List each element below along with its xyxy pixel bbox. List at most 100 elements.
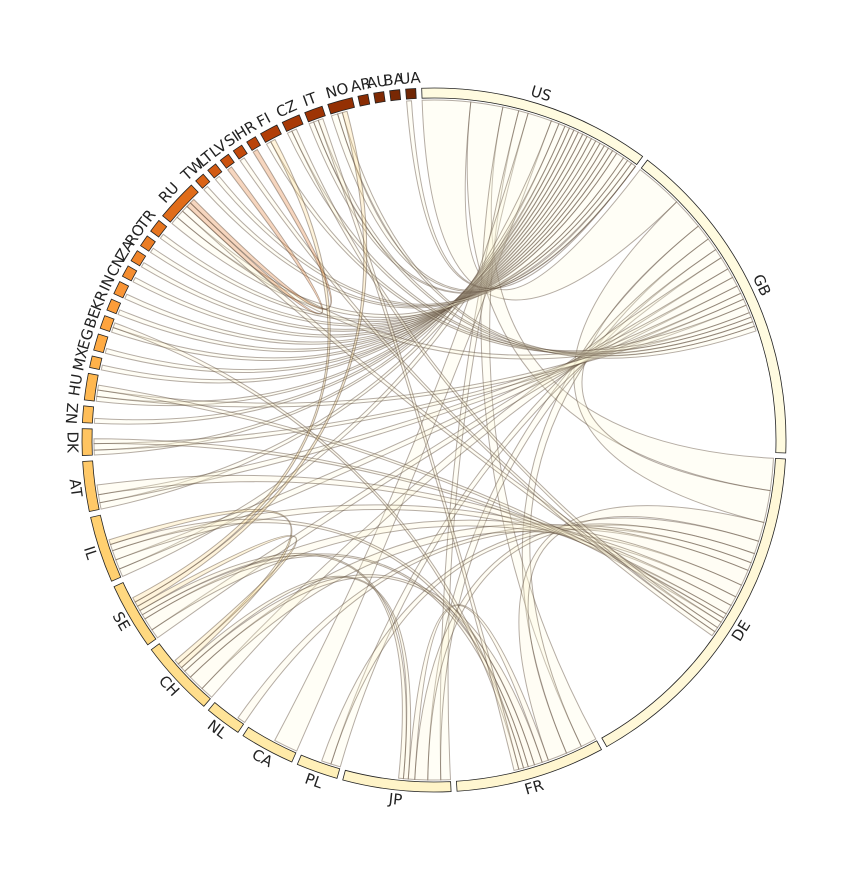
arc-eg <box>93 333 109 354</box>
arc-ba <box>389 89 402 102</box>
arc-ro <box>139 235 156 252</box>
label-jp: JP <box>387 790 403 809</box>
chord-jp-ch <box>180 575 412 780</box>
label-no: NO <box>324 79 351 103</box>
arc-fi <box>260 124 282 143</box>
chord-de-il <box>111 504 737 607</box>
chord-jp-se <box>139 552 407 780</box>
chord-gb-no <box>337 111 757 359</box>
chord-ru-hr <box>189 148 333 310</box>
arc-mx <box>89 355 103 370</box>
label-ba: BA <box>382 70 405 90</box>
chord-fr-be <box>112 322 525 770</box>
chord-fr-jp <box>407 604 549 780</box>
arc-nl <box>207 701 245 733</box>
arc-za <box>130 250 147 267</box>
chord-gb-se <box>151 268 734 639</box>
arc-ca <box>242 726 297 763</box>
chord-gb-cz <box>286 130 754 356</box>
arc-tr <box>150 219 168 238</box>
chord-us-ro <box>149 147 614 327</box>
chord-us-lt <box>214 159 633 307</box>
chord-us-hu <box>95 129 579 407</box>
chord-fr-ch <box>184 574 543 766</box>
chord-us-za <box>140 145 610 332</box>
chord-de-ch <box>189 523 749 690</box>
chord-us-eg <box>104 133 588 373</box>
chord-gb-ru <box>176 210 750 360</box>
arc-tw <box>195 173 211 189</box>
arc-ua <box>405 88 417 100</box>
chord-gb-fr <box>521 225 709 754</box>
label-ua: UA <box>399 69 422 88</box>
label-il: IL <box>80 544 101 562</box>
label-at: AT <box>66 478 86 499</box>
chord-us-mx <box>100 131 584 384</box>
chord-us-no <box>330 113 637 293</box>
chord-us-dk <box>93 125 571 456</box>
arcs-layer <box>81 87 787 793</box>
chord-de-dk <box>93 438 727 619</box>
arc-dk <box>81 428 93 456</box>
chord-gb-it <box>313 119 756 357</box>
chord-gb-at <box>97 285 742 504</box>
arc-de <box>601 457 786 748</box>
label-fi: FI <box>254 109 274 131</box>
label-eg: EG <box>74 326 97 351</box>
chords-layer <box>93 99 775 781</box>
arc-fr <box>455 740 603 792</box>
arc-ar <box>357 93 371 107</box>
label-au: AU <box>365 71 389 92</box>
label-it: IT <box>300 88 320 110</box>
arc-lt <box>207 163 223 179</box>
chord-se-fi <box>132 138 331 603</box>
chord-gb-hu <box>96 298 747 408</box>
chord-de-ru <box>181 205 722 629</box>
label-fr: FR <box>522 776 545 799</box>
chord-us-tr <box>159 150 618 322</box>
arc-cn <box>121 265 138 282</box>
chord-us-it <box>308 121 636 294</box>
arc-gb <box>640 159 787 454</box>
arc-be <box>99 315 115 332</box>
chord-de-jp <box>414 517 760 781</box>
chord-de-nl <box>237 524 752 724</box>
arc-no <box>327 97 355 115</box>
chord-us-il <box>118 120 560 578</box>
arc-jp <box>342 769 452 793</box>
chord-ru-lv <box>186 166 324 315</box>
chord-us-nz <box>93 127 575 425</box>
arc-at <box>82 460 100 512</box>
chord-us-at <box>99 123 566 510</box>
arc-pl <box>296 754 341 779</box>
chord-se-no <box>134 110 368 607</box>
chord-us-gb <box>421 99 678 301</box>
arc-il <box>90 514 122 582</box>
label-hu: HU <box>65 373 86 398</box>
arc-au <box>373 91 386 104</box>
chord-us-be <box>110 135 593 362</box>
arc-si <box>232 144 248 160</box>
chord-gb-de <box>573 201 771 524</box>
arc-ch <box>150 643 211 707</box>
arc-hr <box>246 136 261 151</box>
label-mx: MX <box>69 346 92 373</box>
arc-it <box>304 105 326 123</box>
chord-us-in <box>124 140 601 345</box>
chord-us-tw <box>203 157 629 309</box>
arc-lv <box>219 153 235 169</box>
chord-de-pl <box>321 523 756 765</box>
arc-hu <box>83 372 99 402</box>
chord-ch-il <box>108 508 293 669</box>
chord-de-hu <box>97 384 725 623</box>
label-us: US <box>529 82 554 105</box>
chord-us-ua <box>406 100 636 289</box>
chord-us-kr <box>117 137 597 352</box>
arc-se <box>113 581 157 646</box>
label-pl: PL <box>303 770 326 793</box>
label-be: BE <box>81 306 105 331</box>
chord-us-ca <box>274 112 552 752</box>
chord-us-cn <box>132 142 605 338</box>
chord-us-fr <box>480 106 597 748</box>
chord-gb-ch <box>201 257 729 698</box>
